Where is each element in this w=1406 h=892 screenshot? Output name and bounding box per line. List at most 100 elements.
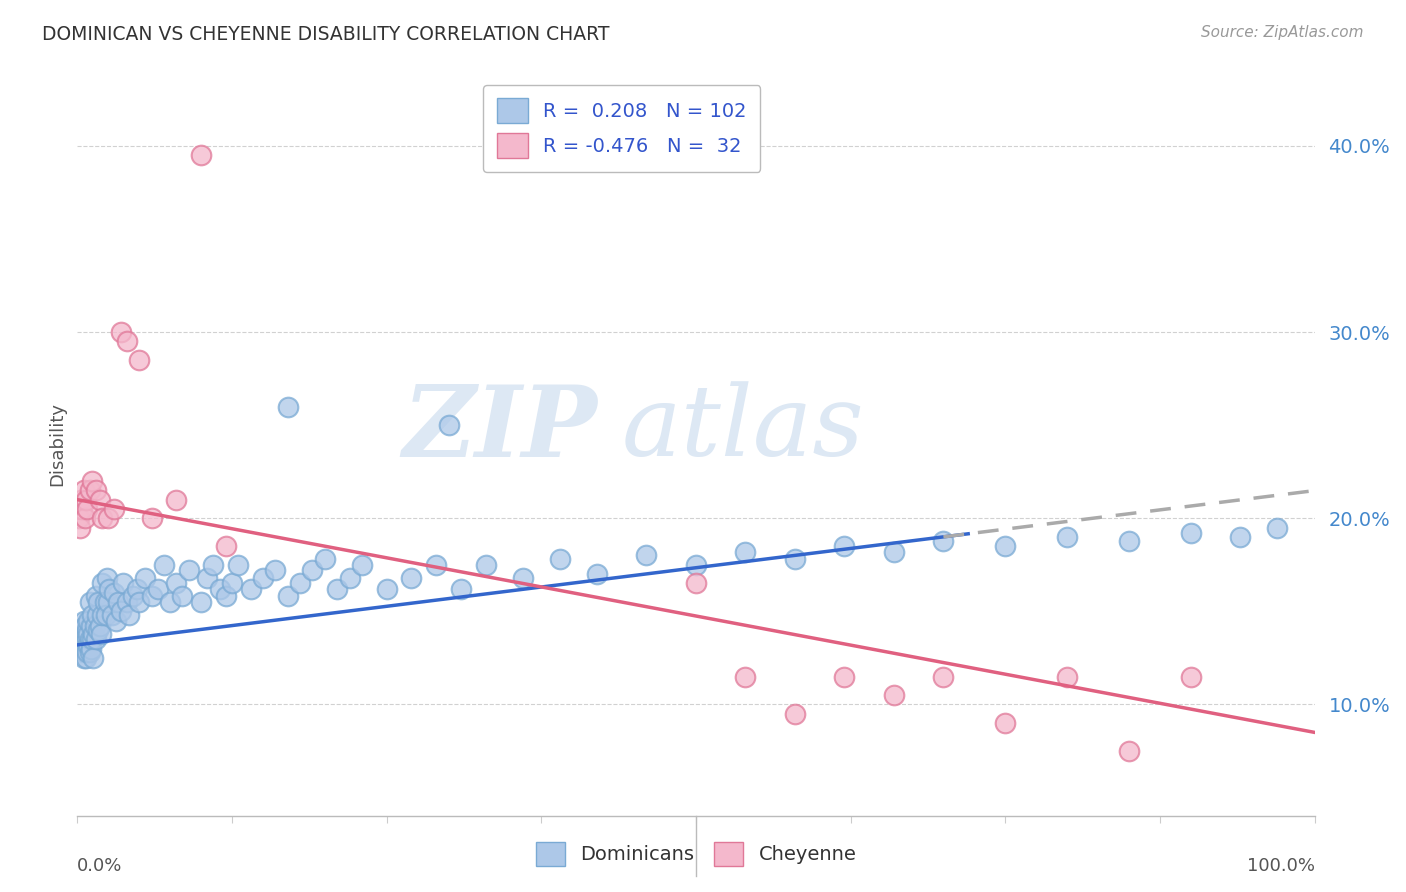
Point [91,576,114,591]
Point [159,595,181,609]
Point [76,645,98,659]
Point [1118,744,1140,758]
Point [77,614,100,628]
Point [125,582,148,596]
Point [98,582,121,596]
Point [72,502,94,516]
Point [734,545,756,559]
Point [288,576,311,591]
Point [215,590,238,604]
Point [73,511,96,525]
Y-axis label: Disability: Disability [48,401,66,486]
Point [89,619,111,633]
Point [75,641,97,656]
Point [84,590,107,604]
Point [115,595,138,609]
Point [79,645,101,659]
Point [226,558,249,572]
Point [91,608,114,623]
Point [89,492,111,507]
Point [425,558,447,572]
Point [994,539,1017,553]
Point [1118,533,1140,548]
Point [118,608,141,623]
Point [734,669,756,683]
Point [93,595,115,609]
Point [146,582,169,596]
Point [685,558,707,572]
Point [112,576,135,591]
Point [783,552,806,566]
Point [79,632,101,647]
Point [141,590,163,604]
Point [115,334,138,349]
Point [165,576,187,591]
Point [437,418,460,433]
Point [326,582,349,596]
Point [636,549,658,563]
Point [339,571,361,585]
Point [69,632,91,647]
Point [76,502,98,516]
Point [994,716,1017,731]
Point [82,608,104,623]
Point [104,614,127,628]
Point [1267,520,1289,534]
Point [932,669,955,683]
Point [76,623,98,637]
Text: ZIP: ZIP [402,381,598,477]
Point [77,638,100,652]
Point [97,511,120,525]
Point [350,558,373,572]
Point [202,558,225,572]
Point [80,641,103,656]
Point [87,623,110,637]
Point [90,626,112,640]
Point [83,619,105,633]
Point [314,552,336,566]
Point [110,604,132,618]
Point [86,608,108,623]
Point [72,483,94,498]
Text: DOMINICAN VS CHEYENNE DISABILITY CORRELATION CHART: DOMINICAN VS CHEYENNE DISABILITY CORRELA… [42,25,610,44]
Point [96,571,118,585]
Point [82,626,104,640]
Point [239,582,262,596]
Point [72,614,94,628]
Point [932,533,955,548]
Point [1056,669,1078,683]
Point [70,492,93,507]
Point [77,626,100,640]
Point [73,632,96,647]
Point [190,148,212,162]
Point [834,669,856,683]
Point [122,590,145,604]
Point [215,539,238,553]
Point [69,520,91,534]
Point [474,558,496,572]
Point [84,483,107,498]
Point [107,595,129,609]
Point [110,325,132,339]
Point [221,576,243,591]
Point [75,651,97,665]
Point [512,571,534,585]
Point [72,638,94,652]
Point [1180,669,1202,683]
Point [177,563,200,577]
Point [70,645,93,659]
Point [277,400,299,414]
Point [252,571,274,585]
Text: atlas: atlas [621,381,865,476]
Point [1229,530,1251,544]
Legend: Dominicans, Cheyenne: Dominicans, Cheyenne [527,834,865,873]
Point [783,706,806,721]
Point [165,492,187,507]
Point [67,511,90,525]
Point [134,571,156,585]
Point [141,511,163,525]
Point [94,608,117,623]
Point [75,626,97,640]
Text: 100.0%: 100.0% [1247,857,1315,875]
Text: 0.0%: 0.0% [77,857,122,875]
